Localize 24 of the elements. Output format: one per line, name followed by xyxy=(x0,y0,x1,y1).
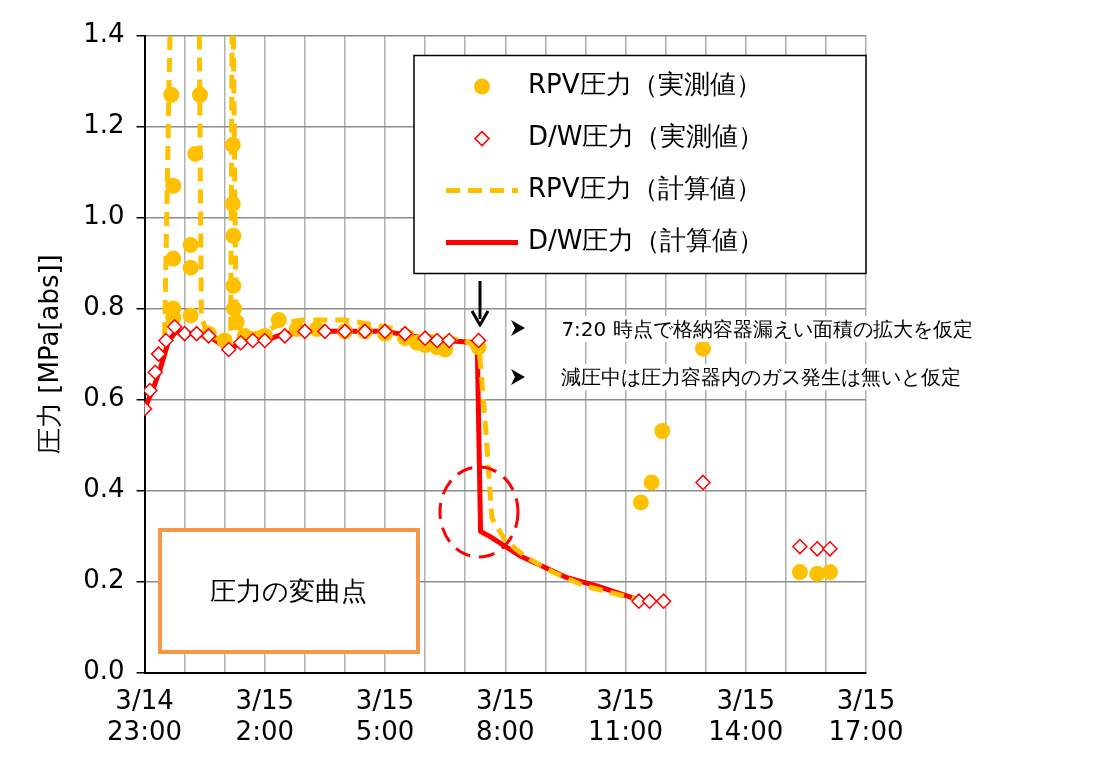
x-tick-label: 3/15 8:00 xyxy=(476,684,535,747)
legend-label: D/W圧力（計算値） xyxy=(528,225,765,256)
x-tick-label: 3/15 17:00 xyxy=(828,684,904,747)
y-tick-label: 0.4 xyxy=(83,473,125,504)
y-axis-title: 圧力 [MPa[abs]] xyxy=(34,254,65,454)
y-tick-label: 1.2 xyxy=(83,109,125,140)
legend-label: RPV圧力（実測値） xyxy=(528,69,762,100)
x-tick-label: 3/15 14:00 xyxy=(708,684,784,747)
y-tick-label: 1.4 xyxy=(83,18,125,49)
x-tick-label: 3/15 2:00 xyxy=(235,684,294,747)
x-tick-label: 3/14 23:00 xyxy=(107,684,183,747)
annotation: 圧力の変曲点 xyxy=(210,574,368,608)
annotation: 7:20 時点で格納容器漏えい面積の拡大を仮定 xyxy=(559,315,975,342)
y-tick-label: 0.2 xyxy=(83,564,125,595)
legend-label: RPV圧力（計算値） xyxy=(528,173,762,204)
x-tick-label: 3/15 11:00 xyxy=(588,684,663,747)
y-tick-label: 0.0 xyxy=(83,655,125,686)
y-tick-label: 0.8 xyxy=(83,291,125,322)
callout-box: 圧力の変曲点 xyxy=(157,528,420,654)
y-tick-label: 1.0 xyxy=(83,200,125,231)
annotation: 減圧中は圧力容器内のガス発生は無いと仮定 xyxy=(559,364,964,391)
x-tick-label: 3/15 5:00 xyxy=(355,684,415,747)
legend-label: D/W圧力（実測値） xyxy=(528,121,765,152)
y-tick-label: 0.6 xyxy=(83,382,125,413)
